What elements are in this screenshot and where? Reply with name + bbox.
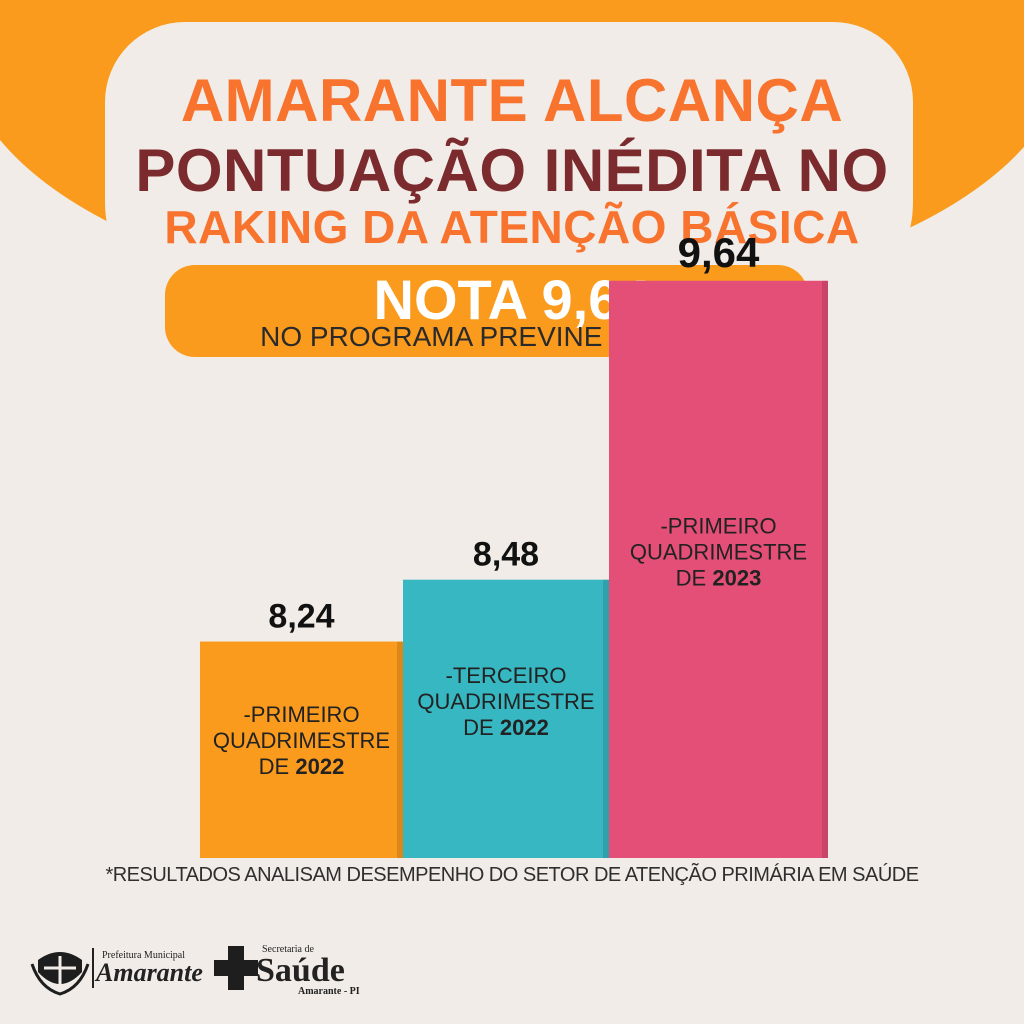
bar-2 <box>403 579 609 858</box>
title-line-2: PONTUAÇÃO INÉDITA NO <box>135 137 889 204</box>
bar-3 <box>609 280 828 858</box>
amarante-logo-name: Amarante <box>96 958 203 987</box>
bar-shade-1 <box>397 641 403 858</box>
category-label-3: -PRIMEIRO QUADRIMESTRE DE 2023 <box>630 513 807 590</box>
category-label-1: -PRIMEIRO QUADRIMESTRE DE 2022 <box>213 702 390 779</box>
bar-1 <box>200 641 403 858</box>
value-label-3: 9,64 <box>678 229 760 276</box>
logo-divider <box>92 948 94 988</box>
bar-shade-3 <box>822 280 828 858</box>
title-line-3: RAKING DA ATENÇÃO BÁSICA <box>164 201 860 253</box>
health-cross-icon <box>214 946 258 990</box>
saude-logo-place: Amarante - PI <box>298 986 360 997</box>
value-label-2: 8,48 <box>473 536 539 574</box>
logos-area: Prefeitura Municipal Amarante Secretaria… <box>30 938 370 998</box>
score-headline: NOTA 9,64 <box>373 268 651 331</box>
saude-logo-caption: Secretaria de <box>262 944 314 955</box>
footnote: *RESULTADOS ANALISAM DESEMPENHO DO SETOR… <box>105 864 919 886</box>
value-label-1: 8,24 <box>268 598 334 636</box>
amarante-logo-caption: Prefeitura Municipal <box>102 950 186 961</box>
title-line-1: AMARANTE ALCANÇA <box>180 67 844 134</box>
amarante-crest-icon <box>30 952 90 996</box>
saude-logo-name: Saúde <box>256 952 345 989</box>
category-label-2: -TERCEIRO QUADRIMESTRE DE 2022 <box>417 663 594 740</box>
bar-shade-2 <box>603 579 609 858</box>
